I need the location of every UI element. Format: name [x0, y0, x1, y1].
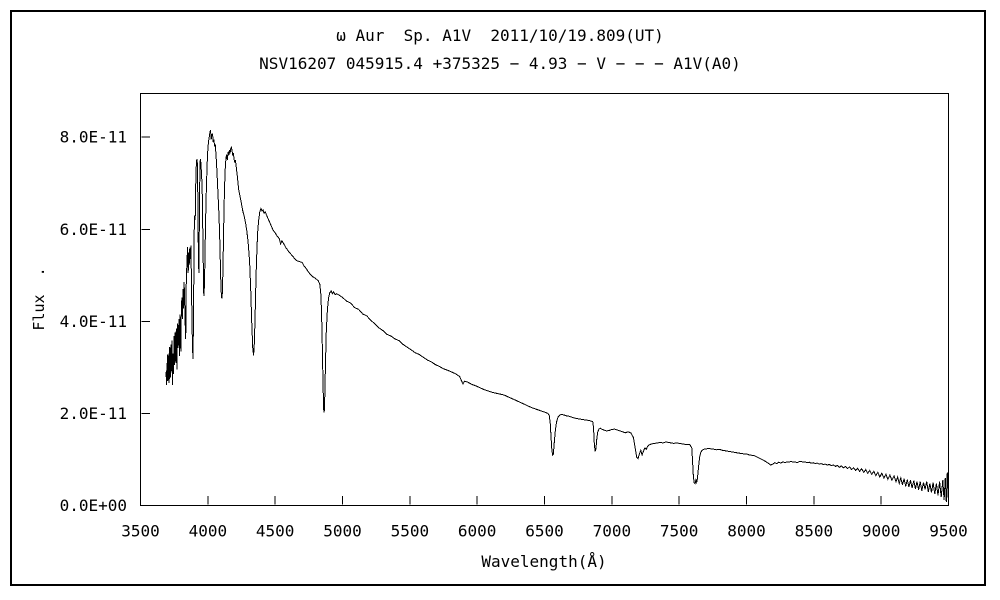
x-tick-label: 4000	[189, 522, 228, 541]
x-tick-label: 4500	[256, 522, 295, 541]
y-tick-label: 0.0E+00	[60, 496, 127, 515]
chart-title-line2: NSV16207 045915.4 +375325 − 4.93 − V − −…	[259, 54, 741, 73]
x-tick-label: 6000	[458, 522, 497, 541]
y-axis-label: Flux .	[30, 267, 48, 330]
x-tick-label: 7500	[660, 522, 699, 541]
x-tick-label: 7000	[593, 522, 632, 541]
y-tick-label: 8.0E-11	[60, 128, 127, 147]
x-tick-label: 8000	[727, 522, 766, 541]
y-tick-label: 6.0E-11	[60, 220, 127, 239]
x-tick-label: 8500	[795, 522, 834, 541]
x-tick-label: 5000	[323, 522, 362, 541]
x-tick-label: 9000	[862, 522, 901, 541]
x-tick-label: 3500	[121, 522, 160, 541]
plot-frame	[140, 93, 949, 506]
y-tick-label: 2.0E-11	[60, 404, 127, 423]
x-tick-label: 5500	[391, 522, 430, 541]
x-axis-label: Wavelength(Å)	[481, 552, 606, 571]
spectrum-line	[165, 129, 949, 504]
x-tick-label: 9500	[929, 522, 968, 541]
y-tick-label: 4.0E-11	[60, 312, 127, 331]
outer-border	[10, 10, 986, 586]
chart-title-line1: ω Aur Sp. A1V 2011/10/19.809(UT)	[336, 26, 664, 45]
x-tick-label: 6500	[525, 522, 564, 541]
